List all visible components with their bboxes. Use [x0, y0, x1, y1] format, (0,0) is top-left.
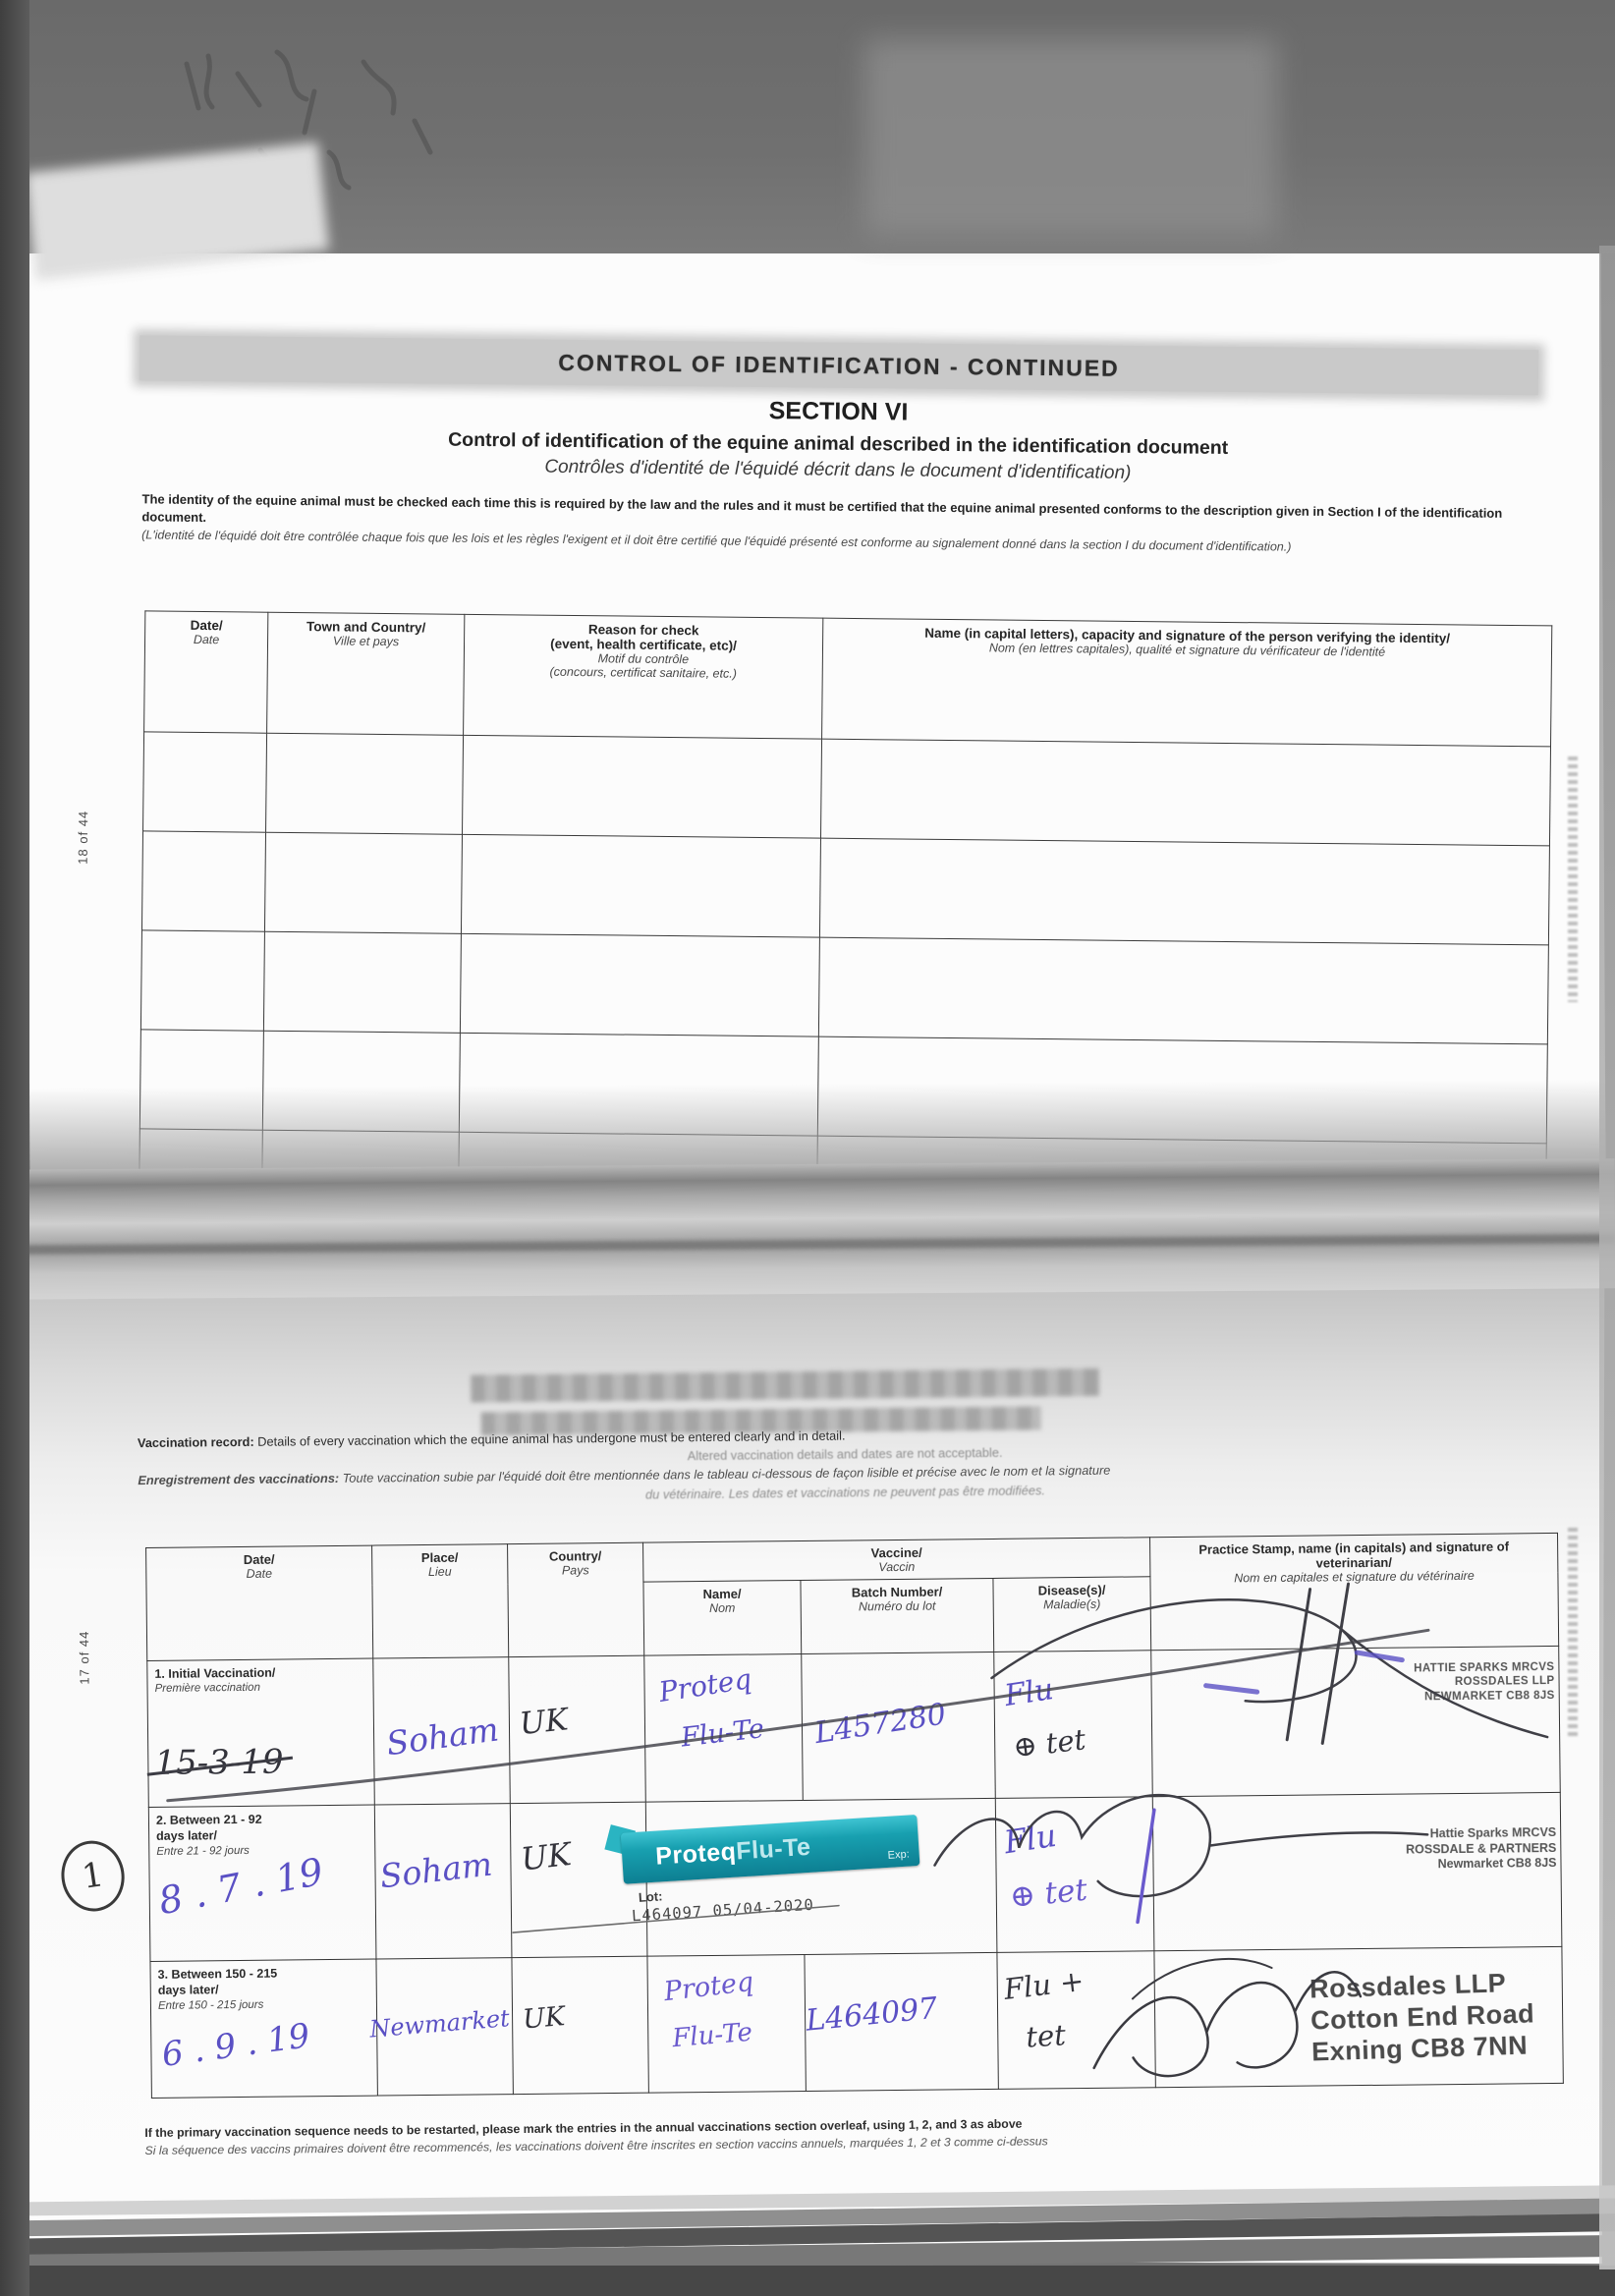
record-note-en-lead: Vaccination record: [137, 1433, 254, 1451]
col-header-verifier: Name (in capital letters), capacity and … [821, 618, 1552, 747]
intro-paragraph: The identity of the equine animal must b… [141, 490, 1558, 559]
book-spine-left [0, 0, 29, 2296]
sticker-underline [512, 1904, 840, 1933]
row1-signature [990, 1598, 1549, 1739]
row2-signature [933, 1794, 1429, 1898]
section-banner: CONTROL OF IDENTIFICATION - CONTINUED [139, 335, 1539, 396]
page-number-top: 18 of 44 [75, 810, 91, 865]
table-row [141, 830, 1550, 945]
row1-strike-line [166, 1628, 1430, 1803]
page-edge-right [1599, 246, 1615, 2269]
page-number-bottom: 17 of 44 [76, 1630, 92, 1685]
bottom-sheet: Vaccination record: Details of every vac… [26, 1276, 1605, 2265]
col-header-date: Date/Date [143, 610, 268, 734]
col-header-reason: Reason for check (event, health certifica… [463, 614, 823, 740]
signatures-overlay [166, 1582, 1549, 2078]
record-note-fr-lead: Enregistrement des vaccinations: [138, 1471, 340, 1488]
row3-signature [1092, 1971, 1363, 2078]
table-row [140, 929, 1549, 1044]
book-fold [0, 1158, 1615, 1300]
table-row [142, 731, 1551, 846]
edge-print-smudge [1568, 756, 1578, 1002]
scanner-background-bottom [0, 2266, 1615, 2296]
faded-heading-line [471, 1368, 1100, 1403]
margin-sequence-mark: 1 [56, 1836, 130, 1916]
fold-streak [0, 1233, 1615, 1255]
vaccination-record-note: Vaccination record: Details of every vac… [138, 1419, 1553, 1509]
scanner-glare [864, 39, 1277, 236]
top-sheet: CONTROL OF IDENTIFICATION - CONTINUED SE… [25, 223, 1606, 1182]
col-header-town: Town and Country/Ville et pays [266, 612, 465, 736]
edge-print-smudge [1568, 1528, 1578, 1739]
pen-scribble-icon [184, 49, 433, 191]
restart-sequence-note: If the primary vaccination sequence need… [144, 2112, 1392, 2160]
